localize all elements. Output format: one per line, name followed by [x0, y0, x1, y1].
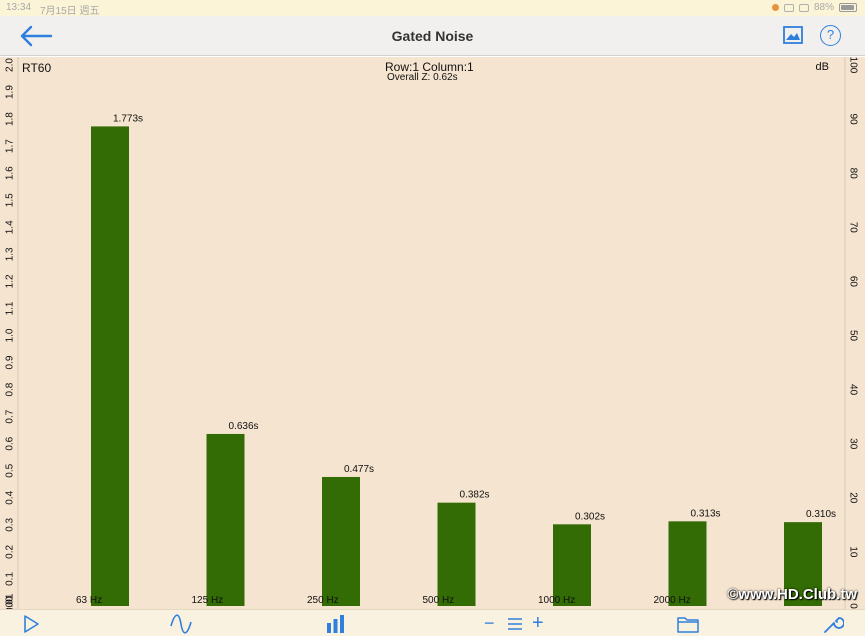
- left-tick-label: 2.0: [5, 58, 16, 72]
- left-tick-label: 0.3: [5, 517, 16, 531]
- category-label: 63 Hz: [76, 595, 102, 606]
- right-tick-label: 100: [847, 57, 858, 74]
- left-tick-label: 0.7: [5, 409, 16, 423]
- left-tick-label: 0.6: [5, 436, 16, 450]
- play-icon[interactable]: [22, 614, 40, 634]
- screen-mirror-icon: [798, 3, 809, 12]
- category-label: 125 Hz: [192, 595, 224, 606]
- overall-readout: Overall Z: 0.62s: [387, 72, 458, 83]
- left-tick-label: 1.8: [5, 112, 16, 126]
- left-tick-label: 1.0: [5, 328, 16, 342]
- waveform-icon[interactable]: [170, 614, 192, 634]
- left-tick-label: 1.3: [5, 247, 16, 261]
- battery-icon: [839, 3, 857, 12]
- right-tick-label: 80: [847, 168, 858, 180]
- category-label: 500 Hz: [423, 595, 455, 606]
- image-icon[interactable]: [783, 26, 803, 44]
- left-axis-title: RT60: [22, 61, 52, 75]
- rt60-bar-chart: 0.00 0.01 0.1 0.2 0.3 0.4 0.5 0.6 0.7 0.8 0.9 1.0 1.…: [0, 57, 865, 609]
- status-indicators: 88%: [771, 2, 857, 13]
- watermark: ©www.HD.Club.tw: [727, 586, 857, 603]
- right-tick-label: 40: [847, 384, 858, 396]
- category-label: 2000 Hz: [654, 595, 691, 606]
- left-tick-label: 1.2: [5, 274, 16, 288]
- left-tick-label: 1.9: [5, 85, 16, 99]
- bar-value-label: 0.382s: [460, 490, 490, 501]
- bar: [206, 433, 245, 606]
- zoom-out-button[interactable]: −: [484, 613, 495, 633]
- left-tick-label: 0.01: [5, 593, 16, 609]
- left-tick-label: 1.7: [5, 139, 16, 153]
- list-icon[interactable]: [506, 614, 524, 634]
- left-tick-label: 1.4: [5, 220, 16, 234]
- bar-value-label: 0.477s: [344, 464, 374, 475]
- page-title: Gated Noise: [391, 28, 474, 44]
- category-label: 250 Hz: [307, 595, 339, 606]
- left-tick-label: 0.5: [5, 463, 16, 477]
- wifi-icon: [783, 3, 794, 12]
- left-tick-label: 0.8: [5, 382, 16, 396]
- bar: [784, 522, 822, 606]
- left-tick-label: 0.2: [5, 545, 16, 559]
- bar: [322, 476, 360, 606]
- right-tick-label: 20: [847, 492, 858, 504]
- left-tick-label: 0.1: [5, 572, 16, 586]
- bar: [91, 126, 129, 606]
- bar-value-label: 0.313s: [691, 508, 721, 519]
- bottom-toolbar: − +: [0, 609, 865, 636]
- category-label: 1000 Hz: [538, 595, 575, 606]
- right-tick-label: 30: [847, 438, 858, 450]
- bar-value-label: 0.310s: [806, 509, 836, 520]
- left-tick-label: 1.6: [5, 166, 16, 180]
- chart-canvas: 0.000.01 0.1 0.2 0.3 0.4 0.5 0.6 0.7 0.8 0.9 1.0 1.…: [5, 57, 858, 609]
- right-tick-label: 60: [847, 276, 858, 288]
- zoom-in-button[interactable]: +: [532, 612, 544, 634]
- left-tick-label: 0.00: [5, 596, 16, 609]
- help-button[interactable]: ?: [820, 25, 841, 46]
- left-tick-label: 1.5: [5, 193, 16, 207]
- left-tick-label: 0.9: [5, 355, 16, 369]
- right-tick-label: 10: [847, 546, 858, 558]
- right-tick-label: 70: [847, 222, 858, 234]
- position-readout: Row:1 Column:1: [385, 60, 474, 74]
- bar-value-label: 1.773s: [113, 113, 143, 124]
- navigation-bar: Gated Noise ?: [0, 16, 865, 56]
- bar-chart-icon[interactable]: [326, 614, 346, 634]
- right-tick-label: 90: [847, 114, 858, 126]
- right-tick-label: 0: [847, 603, 858, 609]
- folder-icon[interactable]: [676, 614, 700, 634]
- battery-percent: 88%: [813, 2, 834, 13]
- wrench-icon[interactable]: [822, 614, 844, 634]
- bar: [668, 521, 707, 606]
- status-date: 7月15日 週五: [40, 6, 100, 17]
- bar: [553, 524, 591, 606]
- status-time: 13:34: [6, 2, 32, 13]
- arrow-left-icon[interactable]: [18, 24, 54, 48]
- right-axis-title: dB: [815, 61, 829, 73]
- recording-indicator-icon: [771, 4, 779, 11]
- status-bar: 13:34 7月15日 週五 88%: [0, 0, 865, 17]
- left-tick-label: 1.1: [5, 301, 16, 315]
- left-tick-label: 0.4: [5, 490, 16, 504]
- right-tick-label: 50: [847, 330, 858, 342]
- bar: [437, 502, 476, 606]
- bar-value-label: 0.636s: [229, 421, 259, 432]
- bar-value-label: 0.302s: [575, 511, 605, 522]
